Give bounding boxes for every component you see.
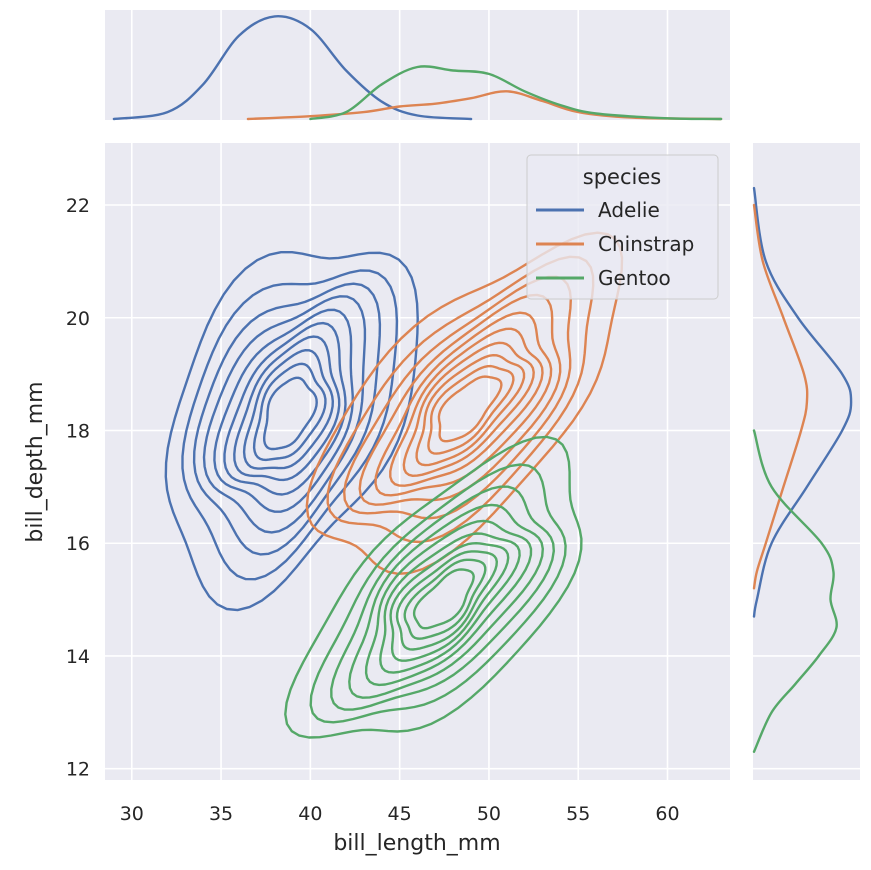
y-tick-label: 20	[66, 308, 90, 330]
x-tick-label: 40	[298, 803, 322, 825]
kde-contour-gentoo	[309, 463, 567, 724]
kde-contour-gentoo	[403, 558, 487, 640]
kde-contour-adelie	[181, 269, 399, 581]
kde-contour-chinstrap	[343, 275, 572, 520]
kde-contours	[164, 231, 624, 739]
right-marginal-panel	[753, 143, 860, 780]
y-tick-label: 12	[66, 759, 90, 781]
kde-contour-gentoo	[389, 542, 510, 662]
legend: species Adelie Chinstrap Gentoo	[526, 154, 719, 300]
kde-contour-chinstrap	[326, 255, 595, 544]
marginal-x-adelie	[112, 15, 473, 121]
y-tick-labels: 12 14 16 18 20 22	[66, 195, 90, 781]
marginal-y-gentoo	[752, 429, 838, 753]
marginal-y-chinstrap	[752, 203, 809, 590]
kde-contour-gentoo	[330, 485, 555, 711]
kde-contour-adelie	[263, 376, 318, 451]
kde-contour-adelie	[213, 308, 354, 513]
kde-contour-adelie	[242, 349, 334, 470]
marginal-x-gentoo	[309, 65, 723, 121]
x-tick-label: 50	[477, 803, 501, 825]
x-tick-label: 30	[120, 803, 144, 825]
legend-label-adelie: Adelie	[598, 198, 660, 222]
top-marginal-panel	[105, 10, 730, 120]
x-tick-label: 55	[566, 803, 590, 825]
y-tick-label: 22	[66, 195, 90, 217]
kde-contour-chinstrap	[427, 364, 515, 455]
y-tick-label: 16	[66, 533, 90, 555]
kde-contour-adelie	[164, 251, 419, 612]
marginal-x-chinstrap	[246, 90, 723, 121]
kde-contour-chinstrap	[437, 375, 503, 443]
kde-contour-chinstrap	[374, 311, 553, 497]
kde-contour-gentoo	[395, 550, 498, 651]
marginal-y-adelie	[752, 186, 853, 618]
kde-contour-adelie	[202, 295, 367, 534]
legend-label-gentoo: Gentoo	[598, 266, 671, 290]
x-tick-label: 35	[209, 803, 233, 825]
kde-contour-gentoo	[348, 503, 544, 699]
kde-contour-gentoo	[412, 568, 475, 630]
top-marginal-axes	[105, 10, 730, 121]
kde-contour-chinstrap	[389, 327, 544, 487]
kde-contour-adelie	[252, 362, 327, 462]
legend-title: species	[583, 165, 661, 189]
y-axis-label: bill_depth_mm	[23, 381, 48, 542]
y-tick-label: 18	[66, 420, 90, 442]
kde-contour-chinstrap	[402, 341, 535, 477]
right-marginal-curves	[752, 186, 853, 753]
kde-contour-chinstrap	[305, 231, 624, 575]
legend-label-chinstrap: Chinstrap	[598, 232, 694, 256]
legend-frame	[526, 154, 719, 300]
kde-contour-gentoo	[284, 435, 583, 739]
kde-contour-chinstrap	[358, 293, 562, 506]
kde-contour-chinstrap	[415, 354, 526, 467]
right-marginal-axes	[752, 143, 860, 780]
x-axis-label: bill_length_mm	[333, 831, 500, 856]
x-tick-label: 45	[388, 803, 412, 825]
kde-contour-adelie	[233, 335, 341, 482]
y-tick-label: 14	[66, 646, 90, 668]
x-tick-label: 60	[655, 803, 679, 825]
x-tick-labels: 30 35 40 45 50 55 60	[120, 803, 680, 825]
top-marginal-curves	[112, 15, 723, 121]
kde-contour-gentoo	[364, 519, 533, 687]
kde-contour-gentoo	[379, 532, 521, 674]
kde-contour-adelie	[192, 282, 382, 556]
